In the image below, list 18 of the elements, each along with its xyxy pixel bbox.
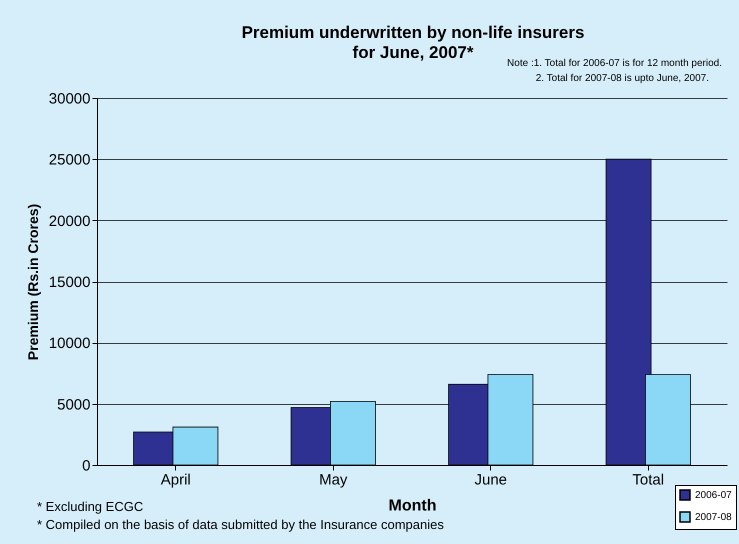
x-axis-title: Month [388, 498, 436, 514]
y-tick-label: 30000 [48, 90, 90, 108]
x-tick-label: Total [632, 472, 664, 488]
y-tick-label: 5000 [57, 396, 90, 414]
legend-label: 2006-07 [695, 490, 732, 501]
y-axis-title: Premium (Rs.in Crores) [24, 204, 41, 360]
y-tick-label: 15000 [48, 274, 90, 291]
y-tick-label: 20000 [48, 212, 90, 230]
x-tick-label: May [319, 472, 348, 488]
y-tick-label: 10000 [48, 335, 90, 352]
y-tick-label: 0 [82, 458, 90, 474]
text: * Compiled on the basis of data submitted by the Insurance companies [37, 517, 444, 532]
x-tick-label: June [474, 472, 508, 488]
y-tick-label: 25000 [48, 152, 90, 169]
legend-label: 2007-08 [695, 512, 732, 523]
text: * Excluding ECGC [37, 499, 144, 514]
text: 2. Total for 2007-08 is upto June, 2007. [536, 73, 709, 84]
x-tick-label: April [160, 472, 191, 488]
